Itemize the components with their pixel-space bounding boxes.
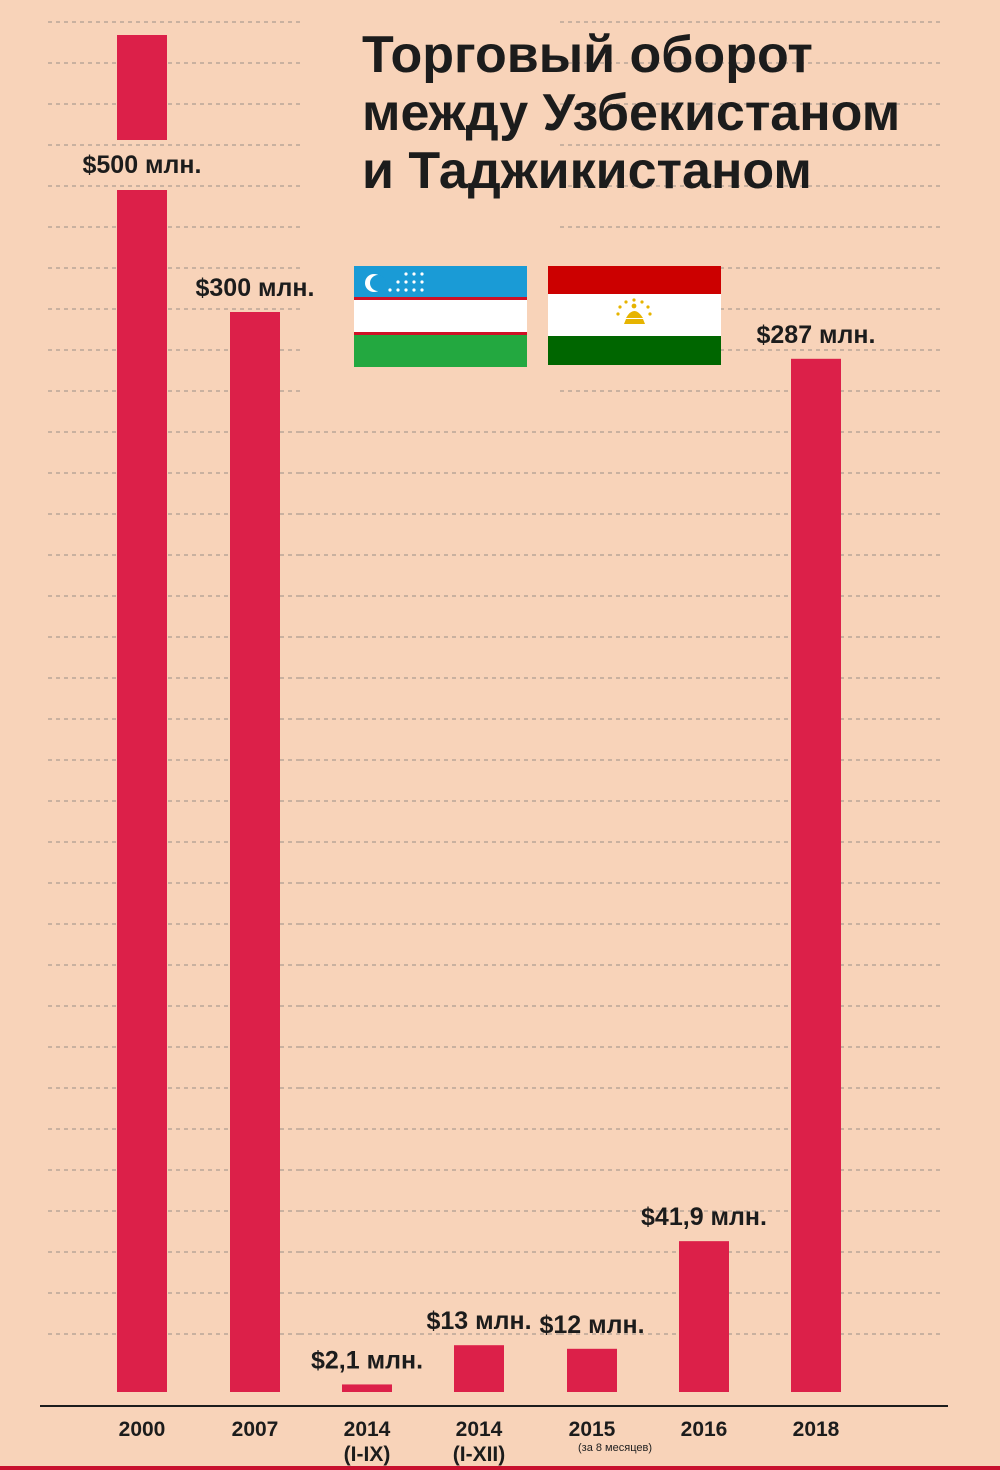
x-tick-sublabel: (I-XII)	[453, 1443, 506, 1466]
bar	[567, 1348, 617, 1392]
x-tick-label: 2007	[232, 1418, 279, 1441]
footnote: (за 8 месяцев)	[578, 1442, 652, 1454]
bar	[791, 358, 841, 1392]
footer-rule	[0, 1466, 1000, 1470]
data-label: $12 млн.	[539, 1311, 644, 1339]
x-tick-sublabel: (I-IX)	[344, 1443, 391, 1466]
uzbekistan-flag	[354, 266, 527, 367]
x-tick-label: 2018	[793, 1418, 840, 1441]
data-label: $500 млн.	[83, 151, 202, 179]
bar	[117, 35, 167, 140]
bar	[230, 312, 280, 1392]
bar	[679, 1241, 729, 1392]
chart-title-line-2: между Узбекистаном	[362, 84, 901, 142]
data-label: $41,9 млн.	[641, 1203, 767, 1231]
data-label: $2,1 млн.	[311, 1346, 423, 1374]
bar	[454, 1345, 504, 1392]
x-tick-label: 2015	[569, 1418, 616, 1441]
bar	[117, 190, 167, 1392]
x-tick-label: 2016	[681, 1418, 728, 1441]
bar	[342, 1384, 392, 1392]
chart-title-line-1: Торговый оборот	[362, 26, 813, 84]
x-tick-label: 2014	[344, 1418, 391, 1441]
chart-title: Торговый оборот между Узбекистаном и Тад…	[362, 26, 992, 200]
chart-title-line-3: и Таджикистаном	[362, 142, 812, 200]
data-label: $300 млн.	[196, 274, 315, 302]
x-tick-label: 2000	[119, 1418, 166, 1441]
data-label: $287 млн.	[757, 321, 876, 349]
x-tick-label: 2014	[456, 1418, 503, 1441]
data-label: $13 млн.	[426, 1307, 531, 1335]
tajikistan-flag	[548, 266, 721, 365]
